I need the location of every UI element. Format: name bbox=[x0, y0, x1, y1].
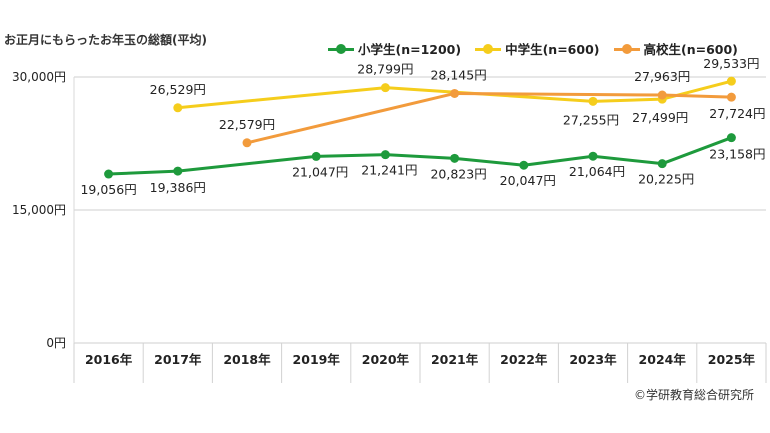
data-point-s0-3 bbox=[311, 151, 321, 161]
legend-item-high-school: 高校生(n=600) bbox=[613, 39, 738, 58]
data-point-s0-5 bbox=[450, 153, 460, 163]
data-label-s1-8: 27,499円 bbox=[632, 110, 688, 125]
data-point-s0-0 bbox=[104, 169, 114, 179]
legend-label-high-school: 高校生(n=600) bbox=[643, 42, 738, 57]
data-point-s0-9 bbox=[726, 133, 736, 143]
data-point-s1-7 bbox=[588, 96, 598, 106]
data-label-s0-5: 20,823円 bbox=[430, 166, 486, 181]
data-label-s0-3: 21,047円 bbox=[292, 164, 348, 179]
data-label-s0-0: 19,056円 bbox=[80, 182, 136, 197]
data-label-s0-4: 21,241円 bbox=[361, 163, 417, 178]
data-label-s0-6: 20,047円 bbox=[500, 173, 556, 188]
data-label-s2-5: 28,145円 bbox=[430, 67, 486, 82]
data-label-s1-4: 28,799円 bbox=[357, 62, 413, 77]
data-point-s2-2 bbox=[242, 138, 252, 148]
x-tick-label-1: 2017年 bbox=[154, 352, 202, 367]
data-point-s0-4 bbox=[380, 150, 390, 160]
data-label-s2-8: 27,963円 bbox=[634, 69, 690, 84]
x-tick-label-9: 2025年 bbox=[708, 352, 756, 367]
data-label-s1-7: 27,255円 bbox=[563, 112, 619, 127]
legend-marker-elementary bbox=[328, 43, 354, 54]
x-tick-label-7: 2023年 bbox=[569, 352, 617, 367]
data-label-s0-1: 19,386円 bbox=[150, 180, 206, 195]
series-line-2 bbox=[246, 91, 732, 145]
data-point-s0-6 bbox=[519, 160, 529, 170]
data-label-s0-8: 20,225円 bbox=[638, 172, 694, 187]
data-point-s0-8 bbox=[657, 159, 667, 169]
y-tick-label-0: 0円 bbox=[46, 336, 66, 350]
legend-item-junior-high: 中学生(n=600) bbox=[475, 39, 600, 58]
data-point-s2-5 bbox=[450, 88, 460, 98]
legend-item-elementary: 小学生(n=1200) bbox=[328, 39, 461, 58]
data-label-s1-9: 29,533円 bbox=[703, 56, 759, 71]
legend-label-junior-high: 中学生(n=600) bbox=[505, 42, 600, 57]
y-tick-label-2: 30,000円 bbox=[12, 70, 66, 84]
x-tick-label-8: 2024年 bbox=[639, 352, 687, 367]
y-tick-label-1: 15,000円 bbox=[12, 203, 66, 217]
legend-label-elementary: 小学生(n=1200) bbox=[358, 42, 462, 57]
x-tick-label-3: 2019年 bbox=[293, 352, 341, 367]
data-point-s1-1 bbox=[173, 103, 183, 113]
x-tick-label-6: 2022年 bbox=[500, 352, 548, 367]
copyright: ©学研教育総合研究所 bbox=[634, 388, 755, 402]
data-label-s1-1: 26,529円 bbox=[150, 82, 206, 97]
data-point-s2-8 bbox=[657, 90, 667, 100]
data-point-s0-1 bbox=[173, 166, 183, 176]
data-label-s2-2: 22,579円 bbox=[219, 117, 275, 132]
x-tick-label-2: 2018年 bbox=[223, 352, 271, 367]
legend-marker-junior-high bbox=[475, 43, 502, 54]
data-label-s0-9: 23,158円 bbox=[709, 147, 765, 162]
data-point-s0-7 bbox=[588, 151, 598, 161]
data-point-s1-4 bbox=[380, 83, 390, 93]
x-tick-label-4: 2020年 bbox=[362, 352, 410, 367]
chart-title: お正月にもらったお年玉の総額(平均) bbox=[4, 33, 207, 47]
data-label-s0-7: 21,064円 bbox=[569, 164, 625, 179]
legend: 小学生(n=1200) 中学生(n=600) 高校生(n=600) bbox=[328, 39, 738, 58]
data-point-s1-9 bbox=[726, 76, 736, 86]
data-point-s2-9 bbox=[726, 92, 736, 102]
series-line-0 bbox=[108, 136, 732, 176]
x-tick-label-5: 2021年 bbox=[431, 352, 479, 367]
x-tick-label-0: 2016年 bbox=[85, 352, 133, 367]
legend-marker-high-school bbox=[613, 43, 640, 54]
data-label-s2-9: 27,724円 bbox=[709, 106, 765, 121]
